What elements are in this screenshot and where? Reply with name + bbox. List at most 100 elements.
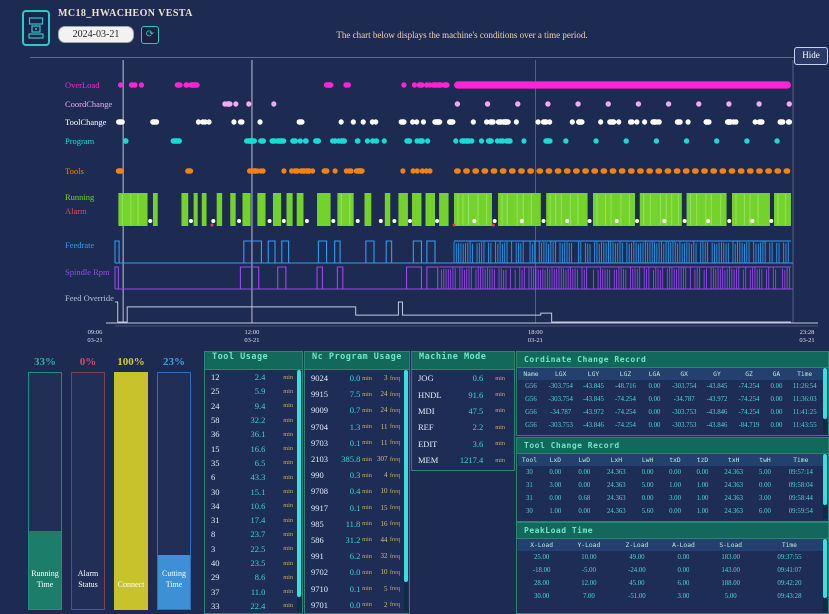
table-row: 823.7min bbox=[206, 527, 296, 541]
kpi-label: Alarm Status bbox=[72, 569, 104, 591]
peakload-time-table: PeakLoad Time X-LoadY-LoadZ-LoadA-LoadS-… bbox=[516, 522, 829, 614]
table-row: G56-303.754-43.845-48.7160.00-303.754-43… bbox=[518, 380, 823, 393]
table-row: 310.000.6824.3630.003.001.0024.3633.0009… bbox=[518, 492, 823, 505]
chart-row-overload: OverLoad bbox=[65, 80, 791, 90]
table-row: 3636.1min bbox=[206, 427, 296, 441]
table-row: 643.3min bbox=[206, 470, 296, 484]
kpi-percent: 23% bbox=[163, 356, 185, 372]
table-row: 298.6min bbox=[206, 570, 296, 584]
table-row: 30.007.00-51.003.005.0009:43:28 bbox=[518, 590, 823, 603]
x-tick-label: 18:00 bbox=[528, 329, 543, 336]
x-tick-label: 03-21 bbox=[799, 337, 814, 344]
row-label: Running bbox=[65, 192, 95, 202]
chart-row-coordchange: CoordChange bbox=[65, 99, 792, 109]
table-row: G56-303.754-43.845-74.2540.00-34.787-43.… bbox=[518, 393, 823, 406]
kpi-label: Cutting Time bbox=[158, 569, 190, 591]
coordinate-change-record-table: Cordinate Change Record NameLGXLGYLGZLGA… bbox=[516, 351, 829, 436]
coordinate-change-title: Cordinate Change Record bbox=[517, 352, 828, 368]
kpi-alarm-status: 0% Alarm Status bbox=[69, 356, 107, 610]
table-row: 3410.6min bbox=[206, 499, 296, 513]
row-label: Spindle Rpm bbox=[65, 267, 110, 277]
table-row: 356.5min bbox=[206, 456, 296, 470]
chart-row-tools: Tools bbox=[65, 166, 790, 176]
coordinate-change-body: NameLGXLGYLGZLGAGXGYGZGATimeG56-303.754-… bbox=[518, 368, 823, 434]
chart-row-alarm: RunningAlarm bbox=[65, 192, 791, 227]
chart-row-toolchange: ToolChange bbox=[65, 117, 792, 127]
kpi-percent: 0% bbox=[80, 356, 97, 372]
kpi-bar: Cutting Time bbox=[157, 372, 191, 610]
table-header-row: X-LoadY-LoadZ-LoadA-LoadS-LoadTime bbox=[518, 539, 823, 551]
table-row: MEM1217.4min bbox=[413, 452, 508, 468]
table-row: 5832.2min bbox=[206, 413, 296, 427]
row-label: Feed Override bbox=[65, 293, 114, 303]
nc-program-title: Nc Program Usage bbox=[305, 352, 409, 370]
hide-button[interactable]: Hide bbox=[794, 47, 828, 65]
tool-change-body: ToolLxDLwDLxHLwHtxDtzDtxHtwHTime300.000.… bbox=[518, 454, 823, 520]
row-label: Tools bbox=[65, 166, 84, 176]
table-row: 97010.0min2freq bbox=[306, 597, 403, 612]
scrollbar[interactable] bbox=[823, 454, 827, 519]
kpi-running-time: 33% Running Time bbox=[26, 356, 64, 610]
table-row: 1516.6min bbox=[206, 441, 296, 455]
nc-program-usage-table: Nc Program Usage 90240.0min3freq99157.5m… bbox=[304, 351, 410, 614]
peakload-title: PeakLoad Time bbox=[517, 523, 828, 539]
scrollbar[interactable] bbox=[404, 370, 408, 611]
kpi-cutting-time: 23% Cutting Time bbox=[155, 356, 193, 610]
table-row: MDI47.5min bbox=[413, 403, 508, 419]
scrollbar[interactable] bbox=[823, 368, 827, 433]
machine-dashboard: MC18_HWACHEON VESTA ⟳ The chart below di… bbox=[0, 0, 829, 614]
table-row: 97100.1min5freq bbox=[306, 580, 403, 596]
table-row: JOG0.6min bbox=[413, 370, 508, 386]
table-row: 90240.0min3freq bbox=[306, 370, 403, 386]
chart-row-feedrate: Feedrate bbox=[65, 240, 793, 263]
x-tick-label: 09:06 bbox=[88, 329, 104, 336]
x-tick-label: 12:00 bbox=[245, 329, 260, 336]
scrollbar[interactable] bbox=[297, 370, 301, 611]
tool-usage-title: Tool Usage bbox=[205, 352, 302, 370]
row-label: Feedrate bbox=[65, 240, 94, 250]
row-label: OverLoad bbox=[65, 80, 100, 90]
table-row: G56-303.753-43.846-74.2540.00-303.753-43… bbox=[518, 419, 823, 432]
table-row: 97041.3min11freq bbox=[306, 419, 403, 435]
scrollbar[interactable] bbox=[823, 539, 827, 611]
peakload-body: X-LoadY-LoadZ-LoadA-LoadS-LoadTime25.001… bbox=[518, 539, 823, 612]
machine-mode-table: Machine Mode JOG0.6minHNDL91.6minMDI47.5… bbox=[411, 351, 515, 471]
table-row: 99157.5min24freq bbox=[306, 386, 403, 402]
kpi-label: Connect bbox=[115, 580, 147, 591]
x-tick-label: 03-21 bbox=[244, 337, 259, 344]
kpi-connect: 100% Connect bbox=[112, 356, 150, 610]
x-tick-label: 23:28 bbox=[800, 329, 815, 336]
kpi-bars: 33% Running Time 0% Alarm Status 100% Connect… bbox=[26, 356, 206, 610]
kpi-percent: 33% bbox=[34, 356, 56, 372]
tool-change-title: Tool Change Record bbox=[517, 438, 828, 454]
table-row: 249.4min bbox=[206, 399, 296, 413]
kpi-bar: Running Time bbox=[28, 372, 62, 610]
machine-mode-title: Machine Mode bbox=[412, 352, 514, 370]
x-tick-label: 03-21 bbox=[87, 337, 102, 344]
table-row: 97080.4min10freq bbox=[306, 483, 403, 499]
row-label: Program bbox=[65, 136, 95, 146]
table-row: EDIT3.6min bbox=[413, 436, 508, 452]
table-row: 90090.7min24freq bbox=[306, 402, 403, 418]
tool-usage-table: Tool Usage 122.4min255.9min249.4min5832.… bbox=[204, 351, 303, 614]
table-row: 98511.8min16freq bbox=[306, 516, 403, 532]
machine-timeline-chart: OverLoad CoordChange ToolChange Program Tool… bbox=[0, 0, 829, 350]
machine-mode-body: JOG0.6minHNDL91.6minMDI47.5minREF2.2minE… bbox=[413, 370, 508, 469]
chart-row-spindle: Spindle Rpm bbox=[65, 267, 793, 289]
tool-usage-body: 122.4min255.9min249.4min5832.2min3636.1m… bbox=[206, 370, 296, 612]
kpi-label: Running Time bbox=[29, 569, 61, 591]
table-row: HNDL91.6min bbox=[413, 386, 508, 402]
table-row: 4023.5min bbox=[206, 556, 296, 570]
table-row: G56-34.787-43.972-74.2540.00-303.753-43.… bbox=[518, 406, 823, 419]
table-header-row: NameLGXLGYLGZLGAGXGYGZGATime bbox=[518, 368, 823, 380]
table-row: 322.5min bbox=[206, 542, 296, 556]
table-row: 99170.1min15freq bbox=[306, 500, 403, 516]
kpi-percent: 100% bbox=[117, 356, 145, 372]
table-row: 97030.1min11freq bbox=[306, 435, 403, 451]
table-row: 9900.3min4freq bbox=[306, 467, 403, 483]
table-header-row: ToolLxDLwDLxHLwHtxDtzDtxHtwHTime bbox=[518, 454, 823, 466]
table-row: -18.00-5.00-24.000.00143.0009:41:07 bbox=[518, 564, 823, 577]
chart-row-program: Program bbox=[65, 136, 780, 146]
table-row: 122.4min bbox=[206, 370, 296, 384]
table-row: 2103385.8min307freq bbox=[306, 451, 403, 467]
